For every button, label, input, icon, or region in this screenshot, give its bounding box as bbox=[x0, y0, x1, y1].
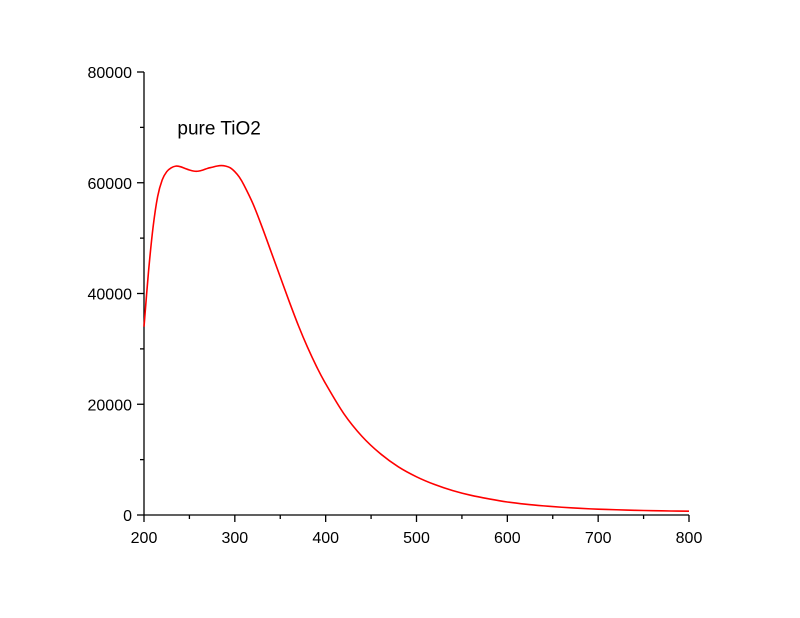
ticks: 200 300 400 500 600 700 800 0 20000 40000 60000 800… bbox=[88, 65, 703, 547]
x-tick-label: 600 bbox=[494, 530, 521, 547]
y-tick-label: 20000 bbox=[88, 397, 133, 414]
series-line bbox=[143, 164, 690, 513]
x-tick-label: 200 bbox=[131, 530, 158, 547]
x-tick-label: 300 bbox=[221, 530, 248, 547]
x-tick-label: 500 bbox=[403, 530, 430, 547]
series-layer bbox=[143, 164, 690, 513]
annotation-label: pure TiO2 bbox=[177, 118, 260, 139]
y-tick-label: 0 bbox=[123, 508, 132, 525]
x-tick-label: 700 bbox=[585, 530, 612, 547]
y-tick-label: 80000 bbox=[88, 65, 133, 82]
y-tick-label: 60000 bbox=[88, 176, 133, 193]
x-tick-label: 400 bbox=[312, 530, 339, 547]
y-tick-label: 40000 bbox=[88, 287, 133, 304]
x-tick-label: 800 bbox=[676, 530, 703, 547]
annotation-layer: pure TiO2 bbox=[177, 118, 260, 139]
